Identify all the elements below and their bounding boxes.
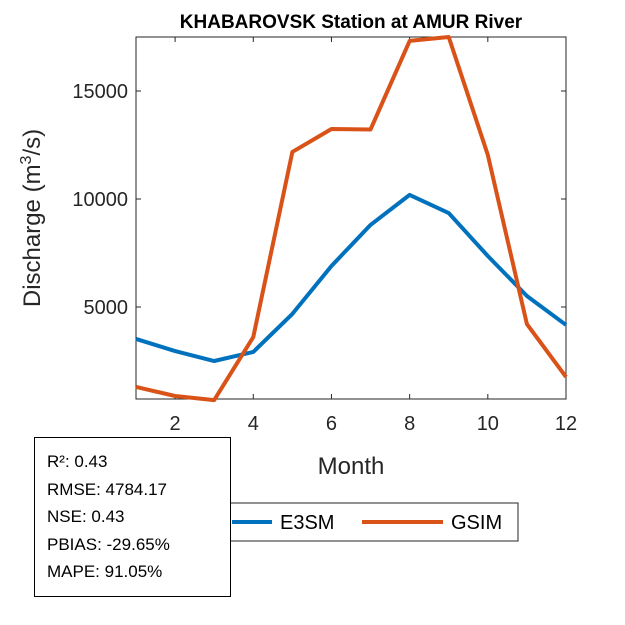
stat-rmse: RMSE: 4784.17 (47, 479, 168, 499)
x-tick-label: 8 (404, 413, 415, 435)
y-tick-label: 10000 (72, 189, 128, 211)
stat-pbias: PBIAS: -29.65% (47, 534, 170, 554)
series-line-e3sm (135, 192, 568, 364)
y-tick-label: 5000 (84, 297, 129, 319)
y-axis-label: Discharge (m3/s) (18, 129, 46, 307)
stats-box: R²: 0.43 RMSE: 4784.17 NSE: 0.43 PBIAS: … (34, 437, 231, 597)
stat-nse: NSE: 0.43 (47, 507, 125, 526)
legend-label-gsim: GSIM (451, 512, 502, 534)
y-tick-label: 15000 (72, 81, 128, 103)
x-tick-label: 10 (477, 413, 499, 435)
x-tick-label: 6 (326, 413, 337, 435)
stat-mape: MAPE: 91.05% (47, 562, 163, 581)
legend-label-e3sm: E3SM (280, 512, 334, 534)
plot-area (135, 36, 567, 400)
x-tick-label: 2 (170, 413, 181, 435)
x-tick-label: 12 (555, 413, 577, 435)
x-axis-label: Month (318, 453, 385, 480)
series-line-gsim (135, 35, 568, 403)
x-tick-label: 4 (248, 413, 259, 435)
legend: E3SM GSIM (227, 502, 519, 542)
chart-title: KHABAROVSK Station at AMUR River (180, 12, 523, 33)
stat-r2: R²: 0.43 (47, 452, 108, 471)
